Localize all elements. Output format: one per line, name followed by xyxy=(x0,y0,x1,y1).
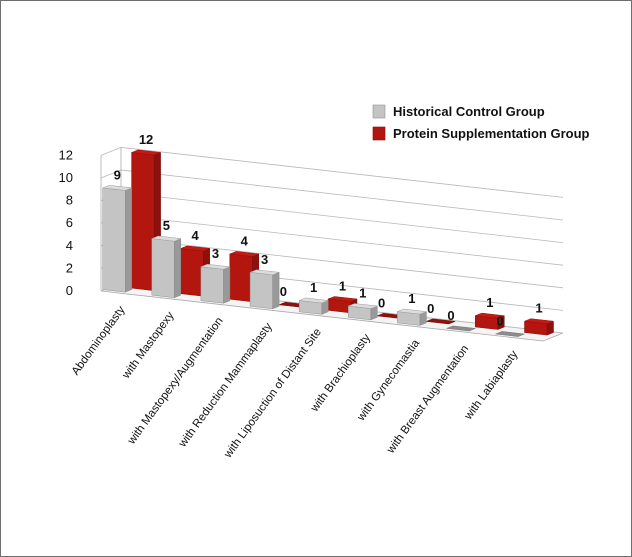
y-axis-ticks: 0 2 4 6 8 10 12 xyxy=(59,147,73,298)
bar xyxy=(397,308,427,326)
category-label: with Brachioplasty xyxy=(308,332,373,415)
data-label: 1 xyxy=(310,280,317,295)
legend-item: Historical Control Group xyxy=(372,104,545,119)
data-label: 0 xyxy=(496,313,503,328)
data-label: 4 xyxy=(241,233,249,248)
category-label: with Reduction Mammaplasty xyxy=(176,321,275,451)
data-label: 3 xyxy=(212,246,219,261)
bar xyxy=(348,303,378,321)
data-label: 12 xyxy=(139,132,153,147)
y-tick-label: 6 xyxy=(66,215,73,230)
bar xyxy=(495,331,525,337)
bars xyxy=(102,149,554,337)
data-label: 1 xyxy=(535,301,542,316)
bar xyxy=(102,185,132,293)
legend-label: Protein Supplementation Group xyxy=(393,126,590,141)
bar xyxy=(151,235,182,299)
category-label: Abdominoplasty xyxy=(70,304,128,377)
category-label: with Labiaplasty xyxy=(462,348,521,422)
data-label: 1 xyxy=(339,278,346,293)
bar xyxy=(426,318,456,325)
category-label: with Liposuction of Distant Site xyxy=(222,326,324,461)
data-label: 3 xyxy=(261,252,268,267)
data-label: 0 xyxy=(447,308,454,323)
data-label: 0 xyxy=(280,284,287,299)
gridline xyxy=(100,169,564,221)
y-tick-label: 0 xyxy=(66,283,73,298)
data-label: 5 xyxy=(163,218,170,233)
bar xyxy=(524,318,554,336)
y-tick-label: 4 xyxy=(66,238,73,253)
bar xyxy=(298,297,329,315)
bar xyxy=(200,263,231,304)
legend-label: Historical Control Group xyxy=(393,104,545,119)
bar xyxy=(475,312,505,330)
y-tick-label: 8 xyxy=(66,193,73,208)
category-label: with Mastopexy/Augmentation xyxy=(125,315,225,447)
gridline xyxy=(100,192,564,243)
bar xyxy=(446,325,476,332)
y-tick-label: 10 xyxy=(59,170,73,185)
data-label: 1 xyxy=(408,291,415,306)
data-label: 0 xyxy=(378,295,385,310)
legend: Historical Control Group Protein Suppleme… xyxy=(372,104,590,141)
data-label: 1 xyxy=(486,295,493,310)
y-tick-label: 2 xyxy=(66,260,73,275)
data-label: 1 xyxy=(359,285,366,300)
y-tick-label: 12 xyxy=(59,147,73,162)
bar xyxy=(249,269,280,310)
data-label: 4 xyxy=(192,228,200,243)
category-label: with Mastopexy xyxy=(120,310,177,382)
data-label: 0 xyxy=(427,301,434,316)
legend-swatch xyxy=(372,104,386,119)
legend-swatch xyxy=(372,126,386,141)
data-label: 9 xyxy=(114,167,121,182)
legend-item: Protein Supplementation Group xyxy=(372,126,590,141)
gridline xyxy=(100,146,564,198)
